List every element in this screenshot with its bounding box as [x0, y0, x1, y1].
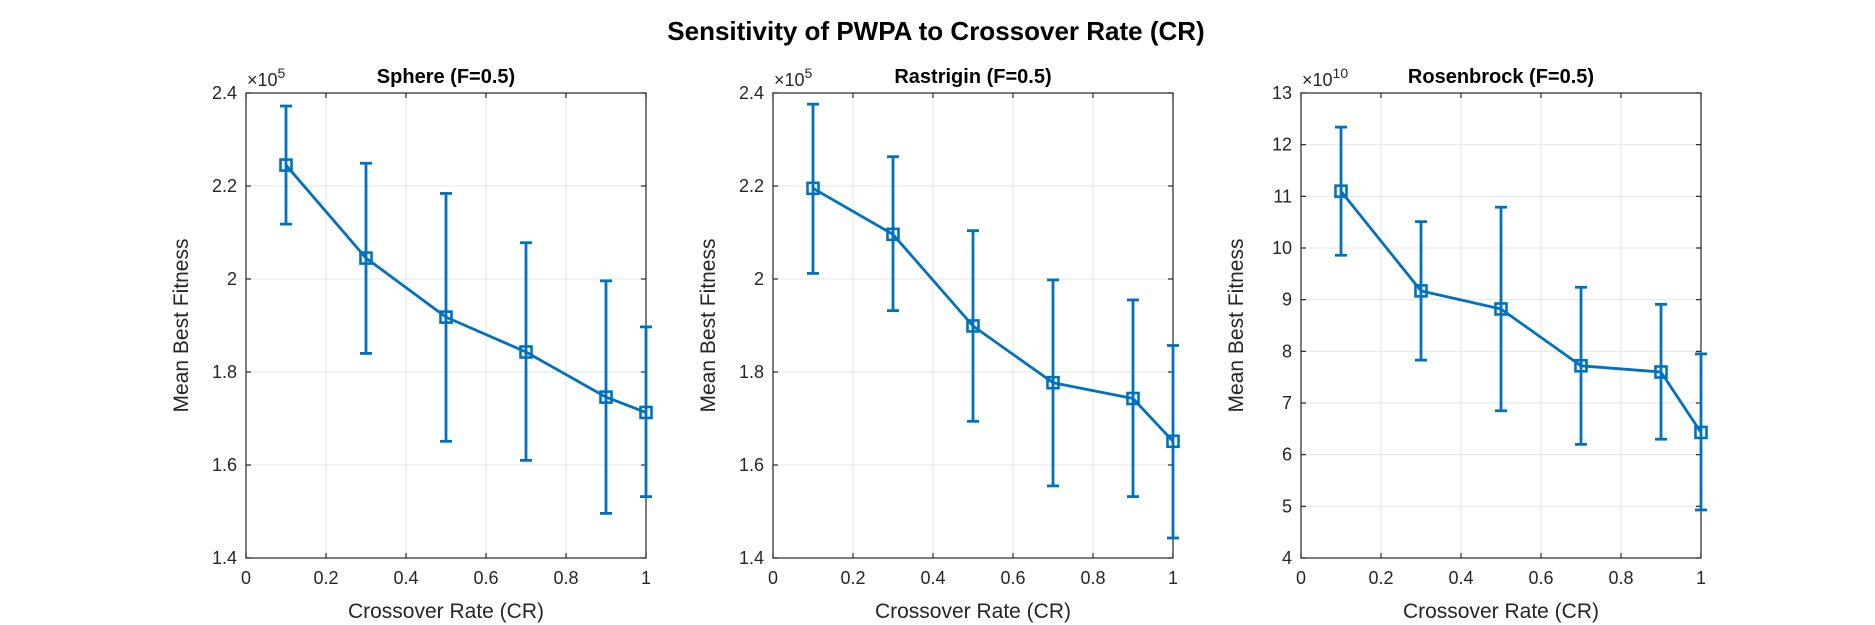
series-line	[1339, 190, 1703, 434]
subplot-title-rastrigin: Rastrigin (F=0.5)	[894, 66, 1051, 88]
y-exponent-power: 10	[1333, 65, 1349, 81]
y-axis-label: Mean Best Fitness	[697, 239, 720, 413]
y-tick-label: 2.2	[739, 176, 764, 196]
axes-box	[1300, 92, 1702, 559]
x-tick-label: 0.6	[1000, 568, 1025, 588]
error-bar	[1335, 125, 1347, 257]
data-point-marker	[1574, 358, 1588, 373]
data-point-marker	[1126, 391, 1140, 406]
y-tick-label: 11	[1273, 186, 1292, 206]
data-point-marker	[439, 310, 453, 324]
y-tick-label: 4	[1282, 548, 1292, 568]
y-tick-label: 1.6	[739, 455, 764, 475]
y-tick-label: 6	[1282, 445, 1292, 465]
y-tick-label: 2	[754, 269, 764, 289]
x-tick-label: 1	[1168, 568, 1178, 588]
axes-box	[772, 92, 1174, 559]
error-bar	[280, 104, 292, 226]
y-exponent-power: 5	[278, 65, 286, 81]
x-tick-label: 0.4	[393, 568, 418, 588]
data-point-marker	[1334, 184, 1348, 198]
data-series	[279, 104, 653, 515]
y-exponent-label: ×105	[247, 65, 286, 90]
series-line	[812, 187, 1175, 443]
x-axis-label: Crossover Rate (CR)	[348, 600, 544, 623]
y-tick-label: 5	[1282, 496, 1292, 516]
y-tick-label: 8	[1282, 341, 1292, 361]
y-exponent-power: 5	[805, 65, 813, 81]
data-point-marker	[1166, 434, 1180, 449]
x-tick-label: 1	[1696, 568, 1706, 588]
subplot-title-rosenbrock: Rosenbrock (F=0.5)	[1408, 66, 1594, 88]
y-tick-label: 2.4	[212, 83, 237, 103]
data-point-marker	[279, 158, 293, 172]
y-tick-label: 1.4	[212, 548, 237, 568]
data-point-marker	[1494, 302, 1508, 316]
data-series	[1334, 125, 1708, 512]
y-tick-label: 1.8	[739, 362, 764, 382]
y-tick-label: 1.8	[212, 362, 237, 382]
data-point-marker	[806, 181, 820, 196]
y-tick-label: 2.2	[212, 176, 237, 196]
x-tick-label: 0.4	[920, 568, 945, 588]
data-point-marker	[886, 227, 900, 242]
x-tick-label: 0.2	[840, 568, 865, 588]
data-point-marker	[519, 345, 533, 359]
x-tick-label: 0.2	[313, 568, 338, 588]
y-tick-label: 1.4	[739, 548, 764, 568]
x-tick-label: 0	[241, 568, 251, 588]
data-point-marker	[966, 319, 980, 333]
subplot-title-sphere: Sphere (F=0.5)	[377, 66, 515, 88]
data-point-marker	[1694, 425, 1708, 440]
x-axis-label: Crossover Rate (CR)	[1403, 600, 1599, 623]
x-tick-label: 0.8	[553, 568, 578, 588]
x-tick-label: 0.8	[1608, 568, 1633, 588]
y-axis-label: Mean Best Fitness	[1225, 239, 1248, 413]
y-exponent-base: ×10	[247, 70, 278, 90]
y-tick-label: 9	[1282, 290, 1292, 310]
y-tick-label: 2.4	[739, 83, 764, 103]
data-point-marker	[639, 405, 653, 420]
y-exponent-label: ×105	[774, 65, 813, 90]
x-axis-label: Crossover Rate (CR)	[875, 600, 1071, 623]
y-axis-label: Mean Best Fitness	[170, 239, 193, 413]
x-tick-label: 1	[641, 568, 651, 588]
y-exponent-label: ×1010	[1302, 65, 1348, 90]
data-point-marker	[599, 390, 613, 404]
y-tick-label: 12	[1272, 135, 1292, 155]
data-point-marker	[1414, 284, 1428, 298]
figure-title: Sensitivity of PWPA to Crossover Rate (C…	[667, 16, 1204, 46]
y-tick-label: 10	[1272, 238, 1292, 258]
x-tick-label: 0.6	[1528, 568, 1553, 588]
subplot-rastrigin: 0 0.2 0.4 0.6 0.8 1 1.4 1.6 1.8 2 2.2 2.4 ×105 Rastri…	[697, 65, 1180, 623]
y-tick-label: 1.6	[212, 455, 237, 475]
x-tick-label: 0.6	[473, 568, 498, 588]
y-exponent-base: ×10	[1302, 70, 1333, 90]
x-tick-label: 0.2	[1368, 568, 1393, 588]
data-point-marker	[1046, 375, 1060, 390]
data-point-marker	[1654, 365, 1668, 379]
y-exponent-base: ×10	[774, 70, 805, 90]
subplot-sphere: 0 0.2 0.4 0.6 0.8 1 1.4 1.6 1.8 2 2.2 2.4 ×105 Sphere…	[170, 65, 653, 623]
x-tick-label: 0.4	[1448, 568, 1473, 588]
y-tick-label: 13	[1272, 83, 1292, 103]
x-tick-label: 0.8	[1080, 568, 1105, 588]
data-point-marker	[359, 251, 373, 265]
data-series	[806, 102, 1180, 540]
y-tick-label: 2	[227, 269, 237, 289]
x-tick-label: 0	[1296, 568, 1306, 588]
y-tick-label: 7	[1282, 393, 1292, 413]
x-tick-label: 0	[768, 568, 778, 588]
error-bar	[1167, 344, 1179, 540]
